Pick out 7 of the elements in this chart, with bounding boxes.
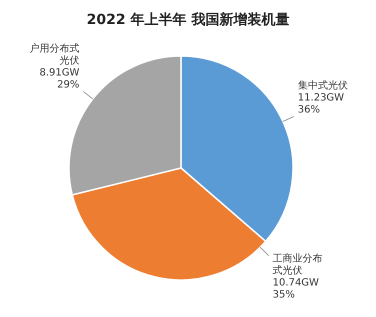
slice-label: 集中式光伏: [298, 80, 348, 92]
slice-label: 户用分布式光伏: [29, 42, 80, 67]
data-label: 10.74GW 35%: [272, 278, 320, 301]
chart-title: 2022 年上半年 我国新增装机量: [86, 11, 290, 28]
data-label: 11.23GW 36%: [298, 92, 344, 116]
data-label: 8.91GW 29%: [39, 68, 80, 91]
slice-label: 工商业分布式光伏: [272, 252, 323, 277]
